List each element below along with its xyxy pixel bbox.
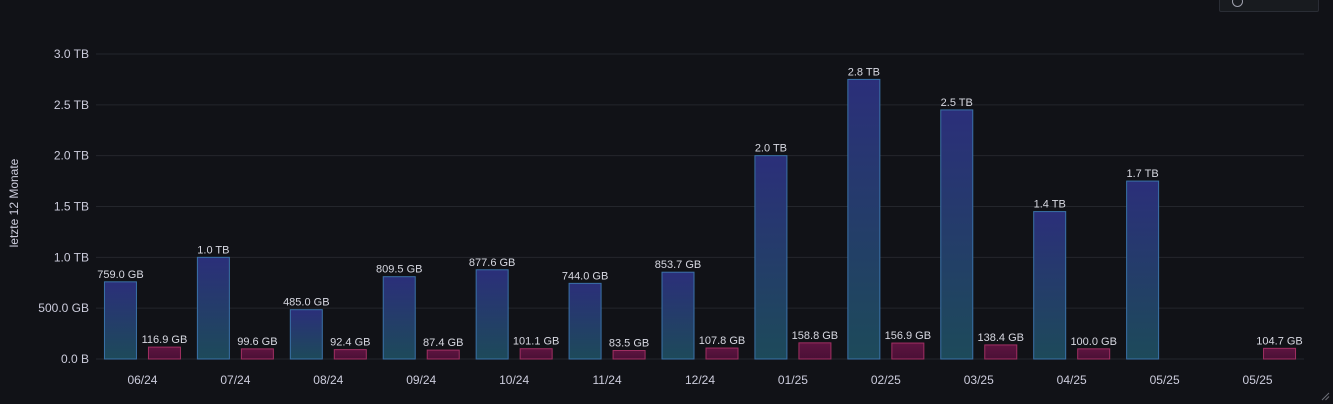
bar-series-2 xyxy=(426,349,460,360)
data-label: 1.4 TB xyxy=(1034,199,1066,211)
bar-series-1 xyxy=(568,282,602,360)
data-label: 101.1 GB xyxy=(513,336,559,348)
data-label: 1.0 TB xyxy=(197,244,229,256)
clock-icon xyxy=(1232,0,1243,7)
bar-series-1 xyxy=(940,109,974,360)
y-tick-label: 3.0 TB xyxy=(54,47,89,61)
x-tick-label: 06/24 xyxy=(127,373,157,387)
data-label: 2.8 TB xyxy=(848,66,880,78)
bar-series-1 xyxy=(475,269,509,360)
x-tick-label: 05/25 xyxy=(1243,373,1273,387)
bar-series-1 xyxy=(1126,180,1160,360)
x-tick-label: 08/24 xyxy=(313,373,343,387)
data-label: 116.9 GB xyxy=(142,334,188,346)
data-label: 87.4 GB xyxy=(423,337,463,349)
data-label: 759.0 GB xyxy=(97,269,143,281)
bar-series-2 xyxy=(147,346,181,360)
data-label: 83.5 GB xyxy=(609,338,649,350)
bar-series-2 xyxy=(1077,348,1111,360)
x-tick-label: 07/24 xyxy=(220,373,250,387)
y-tick-label: 1.0 TB xyxy=(54,250,89,264)
grid-lines xyxy=(96,53,1304,360)
data-label: 1.7 TB xyxy=(1127,168,1159,180)
data-label: 809.5 GB xyxy=(376,264,422,276)
x-tick-label: 02/25 xyxy=(871,373,901,387)
data-label: 877.6 GB xyxy=(469,257,515,269)
x-tick-label: 05/25 xyxy=(1150,373,1180,387)
bar-series-2 xyxy=(1263,347,1297,360)
data-label: 100.0 GB xyxy=(1070,336,1116,348)
bar-series-1 xyxy=(103,281,137,360)
data-label: 744.0 GB xyxy=(562,270,608,282)
data-label: 485.0 GB xyxy=(283,297,329,309)
bar-series-2 xyxy=(240,348,274,360)
bar-series-1 xyxy=(289,309,323,360)
x-tick-label: 11/24 xyxy=(593,373,622,387)
bar-series-2 xyxy=(798,342,832,360)
x-tick-label: 01/25 xyxy=(778,373,808,387)
data-labels: 759.0 GB 116.9 GB 1.0 TB 99.6 GB 485.0 GB 92.… xyxy=(97,66,1303,349)
x-tick-label: 03/25 xyxy=(964,373,994,387)
x-tick-label: 09/24 xyxy=(406,373,436,387)
bar-series-2 xyxy=(612,350,646,360)
x-tick-label: 12/24 xyxy=(685,373,715,387)
data-label: 99.6 GB xyxy=(237,336,277,348)
data-label: 158.8 GB xyxy=(792,330,838,342)
bar-series-2 xyxy=(333,349,367,360)
bar-series-2 xyxy=(519,348,553,360)
x-axis-ticks: 06/24 07/24 08/24 09/24 10/24 11/24 12/24 01/25… xyxy=(127,373,1272,387)
y-tick-label: 2.5 TB xyxy=(54,98,89,112)
bar-series-2 xyxy=(984,344,1018,360)
bar-series-2 xyxy=(705,347,739,360)
resize-handle-icon[interactable] xyxy=(1320,391,1330,401)
y-tick-label: 0.0 B xyxy=(61,352,89,366)
bar-series-2 xyxy=(891,342,925,360)
bar-series-1 xyxy=(1033,211,1067,360)
data-label: 104.7 GB xyxy=(1256,335,1302,347)
data-label: 138.4 GB xyxy=(978,332,1024,344)
time-range-button[interactable] xyxy=(1219,0,1319,12)
x-tick-label: 10/24 xyxy=(499,373,529,387)
bar-series-1 xyxy=(754,155,788,360)
data-label: 2.0 TB xyxy=(755,143,787,155)
data-label: 107.8 GB xyxy=(699,335,745,347)
y-tick-label: 2.0 TB xyxy=(54,149,89,163)
data-label: 92.4 GB xyxy=(330,337,370,349)
data-label: 853.7 GB xyxy=(655,259,701,271)
bar-series-1 xyxy=(382,276,416,360)
bar-series-1 xyxy=(847,78,881,360)
y-tick-label: 1.5 TB xyxy=(54,200,89,214)
data-label: 156.9 GB xyxy=(885,330,931,342)
x-tick-label: 04/25 xyxy=(1057,373,1087,387)
data-label: 2.5 TB xyxy=(941,97,973,109)
bars xyxy=(103,78,1297,360)
bar-series-1 xyxy=(661,271,695,360)
bar-series-1 xyxy=(196,256,230,360)
y-tick-label: 500.0 GB xyxy=(38,301,89,315)
y-axis-ticks: 0.0 B 500.0 GB 1.0 TB 1.5 TB 2.0 TB 2.5 TB 3.0… xyxy=(38,47,89,366)
